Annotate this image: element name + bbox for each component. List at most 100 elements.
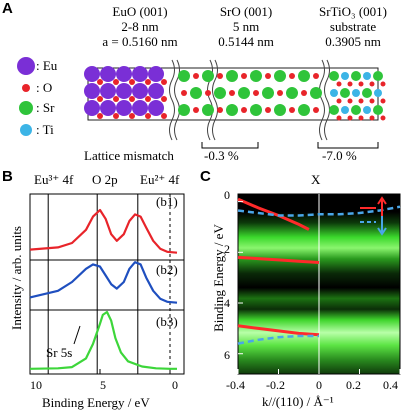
layer-euo-lattice: a = 0.5160 nm — [102, 34, 178, 49]
o-atom — [289, 73, 295, 79]
sr-atom — [329, 71, 339, 81]
o-atom — [161, 96, 167, 102]
layer-euo-header: EuO (001) 2-8 nm a = 0.5160 nm — [85, 4, 195, 49]
sr-atom — [351, 105, 361, 115]
spectrum-b3 — [29, 310, 177, 370]
layer-euo-thickness: 2-8 nm — [121, 19, 159, 34]
o-atom — [369, 115, 375, 121]
panel-c-ytick-0: 0 — [224, 188, 230, 202]
o-atom — [129, 79, 135, 85]
ti-atom — [363, 72, 371, 80]
o-atom — [347, 98, 353, 104]
panel-b-xlabel: Binding Energy / eV — [42, 395, 150, 410]
layer-sto-header: SrTiO₃ (001) substrate 0.3905 nm — [298, 4, 408, 49]
break-mark — [174, 59, 180, 141]
panel-c-xtick-02: 0.2 — [346, 378, 361, 392]
o-atom — [380, 115, 386, 121]
o-atom — [129, 96, 135, 102]
panel-c-ytick-2: 2 — [224, 242, 230, 256]
o-atom — [336, 98, 342, 104]
o-atom — [129, 113, 135, 119]
arpes-map — [237, 193, 401, 375]
panel-c-xtick-m04: -0.4 — [226, 378, 245, 392]
o-atom — [113, 79, 119, 85]
eu-atom — [84, 66, 100, 82]
o-atom — [369, 81, 375, 87]
mismatch-sto: -7.0 % — [322, 148, 357, 163]
panel-c-ytick-4: 4 — [224, 296, 230, 310]
label-eu3-4f: Eu³⁺ 4f — [34, 172, 74, 187]
o-atom — [113, 113, 119, 119]
curve-label-b2: (b2) — [156, 262, 178, 277]
o-atom — [193, 73, 199, 79]
o-atom — [217, 73, 223, 79]
panel-b-xtick-10: 10 — [30, 378, 42, 392]
ti-atom — [363, 106, 371, 114]
blue-band — [237, 334, 319, 345]
ti-legend-icon — [20, 124, 32, 136]
o-atom — [265, 107, 271, 113]
sr-atom — [274, 70, 286, 82]
o-atom — [145, 79, 151, 85]
sr-atom — [329, 105, 339, 115]
panel-c-xtick-0: 0 — [316, 378, 322, 392]
sr-atom — [178, 70, 190, 82]
o-atom — [97, 113, 103, 119]
mismatch-bracket-sro — [201, 142, 259, 149]
sr-atom — [190, 87, 202, 99]
o-atom — [229, 90, 235, 96]
sr-atom — [226, 104, 238, 116]
ti-atom — [352, 89, 360, 97]
eu-atom — [132, 83, 148, 99]
red-band — [237, 255, 320, 264]
peak-label-sr5s: Sr 5s — [46, 345, 73, 360]
break-mark — [212, 59, 218, 141]
layer-sro-thickness: 5 nm — [232, 19, 260, 34]
spin-down-icon — [377, 216, 387, 236]
layer-sro-header: SrO (001) 5 nm 0.5144 nm — [196, 4, 296, 49]
break-mark — [319, 59, 325, 141]
sr-atom — [298, 70, 310, 82]
o-atom — [301, 90, 307, 96]
sr5s-pointer — [73, 325, 81, 345]
atom-legend — [17, 57, 35, 136]
ti-atom — [341, 72, 349, 80]
sr-atom — [274, 104, 286, 116]
o-atom — [241, 73, 247, 79]
sr-atom — [214, 87, 226, 99]
panel-c-letter: C — [200, 168, 211, 185]
blue-band — [237, 205, 401, 217]
layer-sto-name: SrTiO₃ (001) — [319, 4, 387, 19]
curve-label-b3: (b3) — [156, 314, 178, 329]
ti-atom — [330, 89, 338, 97]
o-atom — [277, 90, 283, 96]
sr-atom — [351, 71, 361, 81]
o-atom — [347, 115, 353, 121]
curve-label-b1: (b1) — [156, 194, 178, 209]
o-atom — [289, 107, 295, 113]
break-mark — [169, 59, 175, 141]
ti-atom — [374, 89, 382, 97]
sr-atom — [373, 105, 383, 115]
o-atom — [217, 107, 223, 113]
layer-sro-lattice: 0.5144 nm — [218, 34, 274, 49]
panel-c-ylabel: Binding Energy / eV — [211, 224, 226, 332]
crystal-structure — [84, 59, 386, 141]
layer-sto-thickness: substrate — [329, 19, 377, 34]
mismatch-bracket-sto — [317, 142, 379, 149]
sr-atom — [238, 87, 250, 99]
spectrum-b2 — [29, 261, 178, 304]
o-atom — [193, 107, 199, 113]
sr-atom — [250, 70, 262, 82]
break-mark — [324, 59, 330, 141]
panel-b-ylabel: Intensity / arb. units — [9, 226, 24, 330]
eu-atom — [116, 100, 132, 116]
eu-atom — [148, 100, 164, 116]
sr-legend-icon — [19, 101, 33, 115]
sr-atom — [178, 104, 190, 116]
eu-atom — [132, 66, 148, 82]
eu-atom — [132, 100, 148, 116]
o-atom — [97, 79, 103, 85]
spectrum-b1 — [29, 208, 178, 254]
ti-atom — [341, 106, 349, 114]
